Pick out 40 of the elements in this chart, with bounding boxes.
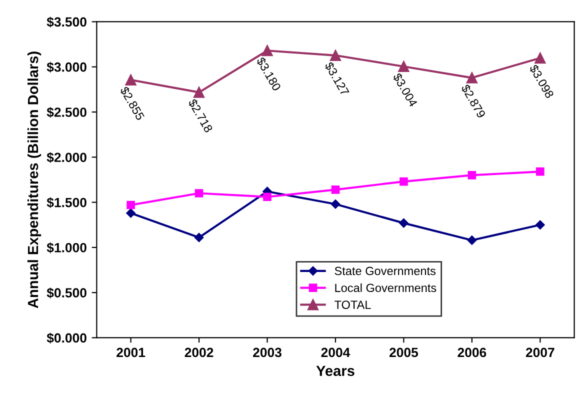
- point: [331, 185, 340, 194]
- x-tick-label: 2002: [184, 348, 214, 358]
- x-tick-label: 2001: [116, 348, 146, 358]
- point: [400, 177, 408, 186]
- x-tick-label: 2007: [526, 348, 554, 358]
- point: [330, 50, 342, 61]
- point: [330, 199, 340, 209]
- x-axis-title: Years: [316, 366, 354, 376]
- y-tick-label: $0.500: [46, 288, 86, 298]
- y-tick-label: $2.500: [46, 107, 86, 118]
- point: [534, 52, 546, 64]
- point: [468, 171, 476, 180]
- point: [398, 60, 410, 72]
- y-tick-label: $1.000: [46, 242, 86, 254]
- x-tick-label: 2003: [253, 348, 282, 358]
- point: [125, 74, 136, 86]
- point: [536, 220, 545, 230]
- point: [399, 218, 408, 228]
- x-tick-label: 2006: [458, 348, 486, 358]
- y-axis-title: Annual Expenditures (Billion Dollars): [27, 52, 42, 308]
- point: [126, 200, 135, 210]
- y-tick-label: $0.000: [46, 332, 86, 344]
- legend-label: Local Governments: [335, 283, 436, 292]
- point: [193, 86, 205, 98]
- x-tick-label: 2005: [389, 348, 418, 358]
- y-tick-label: $1.500: [46, 197, 86, 208]
- point: [194, 189, 204, 198]
- point: [126, 208, 136, 218]
- point: [467, 236, 477, 245]
- point: [263, 192, 272, 202]
- y-tick-label: $2.000: [46, 152, 86, 163]
- legend-label: State Governments: [334, 266, 436, 276]
- point: [466, 72, 478, 84]
- point: [194, 232, 204, 242]
- point: [536, 167, 544, 176]
- y-tick-label: $3.500: [46, 16, 86, 28]
- point: [262, 45, 273, 56]
- x-tick-label: 2004: [321, 348, 350, 358]
- legend-label: TOTAL: [334, 300, 371, 309]
- y-tick-label: $3.000: [46, 62, 86, 73]
